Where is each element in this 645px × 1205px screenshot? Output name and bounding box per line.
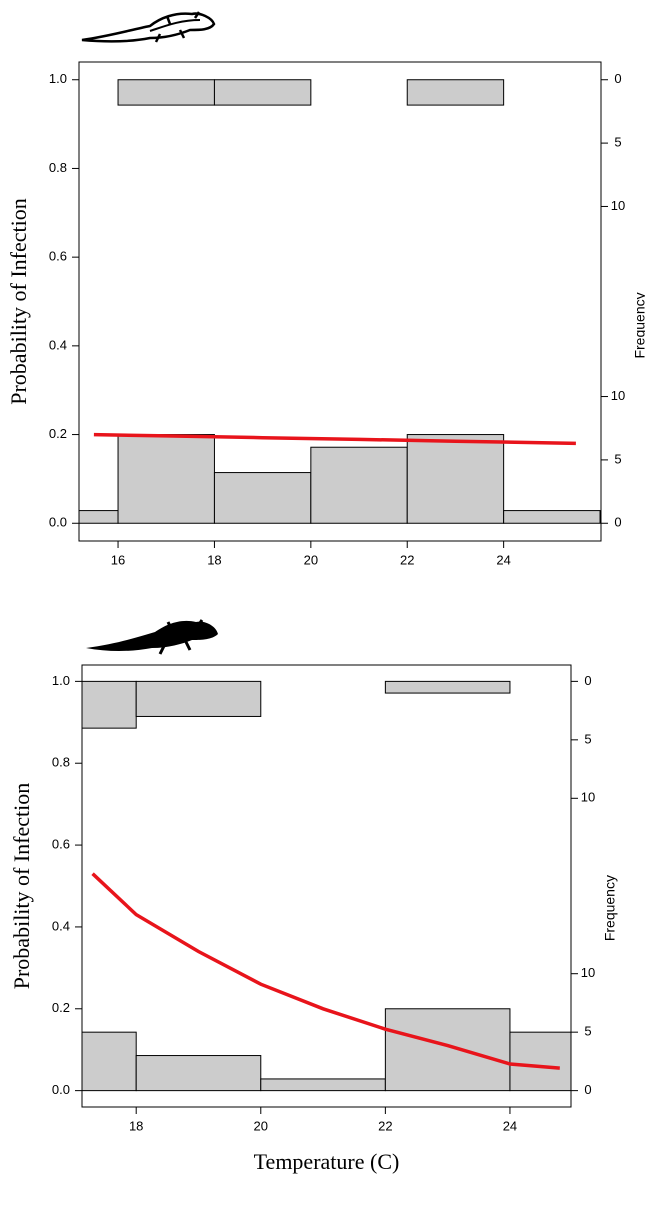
- plot-area: [22, 80, 600, 524]
- x-tick-label: 24: [496, 552, 510, 567]
- y2-tick-label: 0: [614, 515, 621, 530]
- figure: 0.0 0.2 0.4 0.6 0.8 1.0 0 5 10 0 5 10 16 18 20 22 24 Prob…: [0, 0, 645, 1205]
- histogram-bar: [136, 681, 261, 716]
- x-tick-label: 22: [400, 552, 414, 567]
- y-axis-label: Probability of Infection: [6, 198, 31, 405]
- y2-tick-label: 0: [584, 1082, 591, 1097]
- y2-axis-label: Frequency: [632, 292, 645, 358]
- salamander-icon: [86, 620, 218, 654]
- y2-tick-label: 10: [581, 965, 595, 980]
- y-tick-label: 0.6: [49, 249, 67, 264]
- salamander-icon: [82, 12, 214, 42]
- histogram-bar: [214, 80, 310, 105]
- y-axis-label: Probability of Infection: [9, 783, 34, 990]
- histogram-bar: [311, 447, 407, 523]
- page: 0.0 0.2 0.4 0.6 0.8 1.0 0 5 10 0 5 10 16 18 20 22 24 Prob…: [0, 0, 645, 1205]
- histogram-bar: [385, 1009, 510, 1091]
- y2-tick-label: 5: [584, 731, 591, 746]
- x-tick-label: 18: [129, 1118, 143, 1133]
- y-tick-label: 1.0: [49, 71, 67, 86]
- y2-tick-label: 5: [584, 1024, 591, 1039]
- x-tick-label: 22: [378, 1118, 392, 1133]
- x-tick-label: 20: [254, 1118, 268, 1133]
- y-tick-label: 0.2: [52, 1000, 70, 1015]
- histogram-bar: [510, 1032, 635, 1090]
- histogram-bar: [385, 681, 510, 693]
- y-tick-label: 1.0: [52, 673, 70, 688]
- y2-tick-label: 10: [611, 388, 625, 403]
- y-tick-label: 0.8: [49, 160, 67, 175]
- y2-tick-label: 10: [581, 790, 595, 805]
- histogram-bar: [214, 473, 310, 524]
- histogram-bar: [22, 511, 118, 524]
- histogram-bar: [407, 435, 503, 524]
- x-tick-label: 18: [207, 552, 221, 567]
- y2-tick-label: 10: [611, 198, 625, 213]
- y-tick-label: 0.4: [49, 337, 67, 352]
- x-tick-label: 20: [304, 552, 318, 567]
- x-tick-label: 16: [111, 552, 125, 567]
- y-tick-label: 0.2: [49, 426, 67, 441]
- y-tick-label: 0.8: [52, 755, 70, 770]
- plot-area: [12, 681, 635, 1090]
- y2-axis-label: Frequency: [602, 875, 618, 941]
- x-tick-label: 24: [503, 1118, 517, 1133]
- y2-tick-label: 5: [614, 135, 621, 150]
- y2-tick-label: 0: [584, 673, 591, 688]
- histogram-bar: [118, 435, 214, 524]
- y2-tick-label: 0: [614, 71, 621, 86]
- histogram-bar: [136, 1056, 261, 1091]
- y-tick-label: 0.6: [52, 837, 70, 852]
- histogram-bar: [12, 681, 137, 728]
- x-axis-label: Temperature (C): [254, 1149, 400, 1174]
- y2-tick-label: 5: [614, 451, 621, 466]
- histogram-bar: [504, 511, 600, 524]
- y-tick-label: 0.4: [52, 918, 70, 933]
- y-tick-label: 0.0: [49, 515, 67, 530]
- histogram-bar: [12, 1032, 137, 1090]
- y-tick-label: 0.0: [52, 1082, 70, 1097]
- histogram-bar: [407, 80, 503, 105]
- histogram-bar: [118, 80, 214, 105]
- histogram-bar: [261, 1079, 386, 1091]
